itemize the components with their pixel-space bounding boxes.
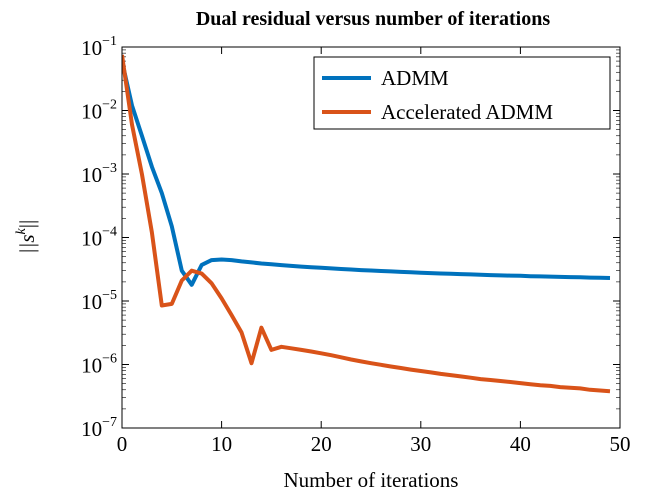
plot-frame: [121, 46, 621, 429]
x-tick-label: 30: [410, 432, 431, 456]
y-axis-label-end: ||: [15, 220, 39, 228]
legend-label-accelerated-admm: Accelerated ADMM: [381, 100, 553, 124]
y-tick-label: 10−3: [81, 161, 117, 187]
y-tick-label: 10−2: [81, 98, 117, 124]
x-tick-label: 40: [510, 432, 531, 456]
tick-labels: 0 10 20 30 40 50 10−7 10−6 10−5 10−4 10−3 10−2 10−1: [81, 34, 630, 456]
y-axis-label-sup: k: [14, 227, 29, 234]
series-line-admm: [122, 60, 611, 287]
minor-ticks: [122, 49, 620, 410]
x-tick-label: 10: [211, 432, 232, 456]
y-tick-label: 10−1: [81, 34, 117, 60]
x-tick-label: 20: [311, 432, 332, 456]
y-tick-label: 10−4: [81, 225, 117, 251]
legend-box: [313, 56, 611, 130]
y-tick-label: 10−5: [81, 288, 117, 314]
series-lines: [122, 54, 611, 394]
legend-label-admm: ADMM: [381, 66, 449, 90]
x-tick-label: 0: [117, 432, 128, 456]
y-axis-label-base: ||s: [15, 234, 39, 254]
series-line-accelerated-admm: [122, 54, 611, 394]
x-tick-label: 50: [610, 432, 631, 456]
y-tick-label: 10−7: [81, 415, 117, 441]
y-tick-label: 10−6: [81, 352, 117, 378]
x-axis-label: Number of iterations: [284, 468, 459, 492]
legend: ADMM Accelerated ADMM: [313, 56, 611, 130]
chart-title: Dual residual versus number of iteration…: [196, 8, 550, 30]
svg-text:||sk||: ||sk||: [14, 220, 39, 254]
y-axis-label: ||sk||: [14, 220, 39, 254]
